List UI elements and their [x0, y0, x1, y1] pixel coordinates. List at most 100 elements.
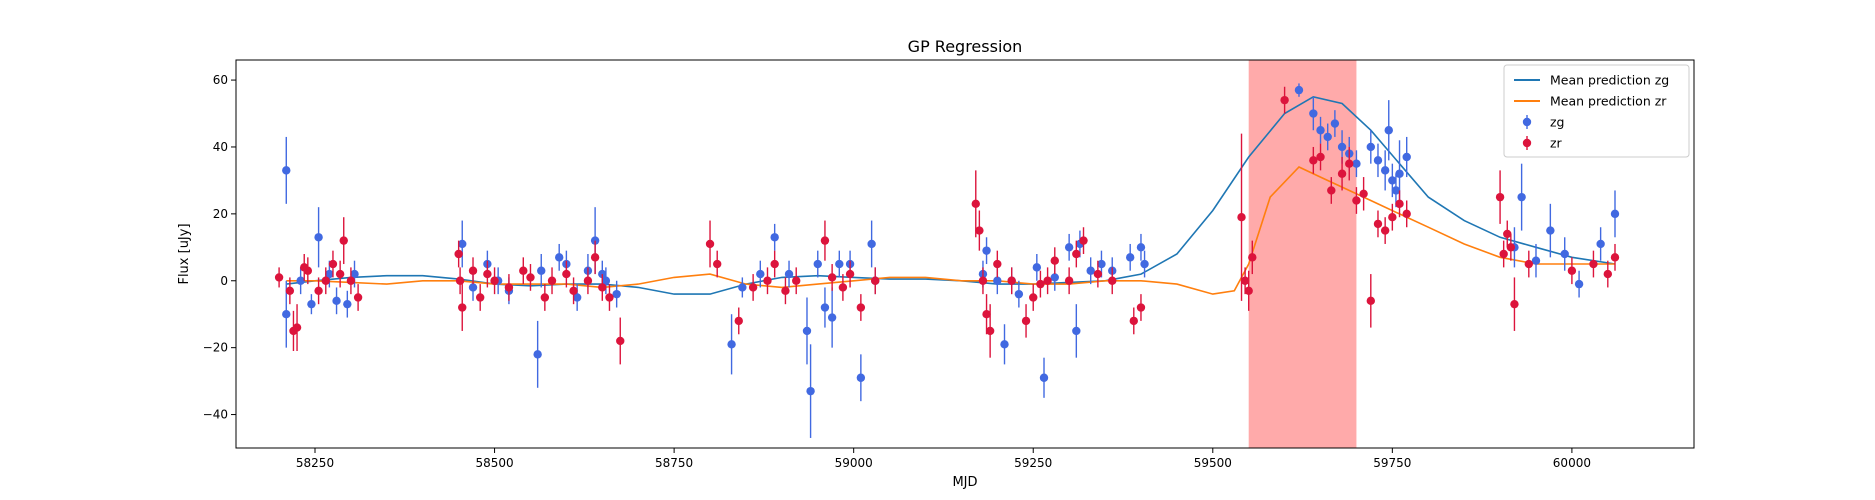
data-point [274, 273, 284, 282]
data-point [1373, 219, 1383, 229]
data-point [1366, 142, 1375, 152]
data-point [993, 259, 1002, 269]
data-point [978, 276, 988, 285]
data-point [1244, 286, 1253, 295]
data-point [1352, 159, 1361, 168]
data-point [296, 276, 305, 285]
legend-label: zr [1550, 136, 1563, 151]
highlight-region [1248, 60, 1357, 448]
data-point [1391, 186, 1401, 195]
data-point [526, 273, 535, 282]
data-point [475, 293, 485, 302]
data-point [1337, 169, 1347, 178]
data-point [1388, 176, 1397, 185]
data-point [806, 386, 815, 396]
data-point [1517, 192, 1526, 202]
data-point [1330, 119, 1340, 128]
data-point [590, 253, 600, 262]
chart-title: GP Regression [908, 37, 1023, 56]
data-point [601, 276, 611, 285]
data-point [748, 283, 758, 292]
data-point [1072, 326, 1081, 336]
y-tick-label: 60 [213, 73, 228, 87]
data-point [1021, 316, 1031, 326]
data-point [1093, 269, 1103, 279]
y-tick-label: −40 [203, 408, 228, 422]
data-point [738, 283, 747, 292]
data-point [321, 276, 330, 285]
data-point [1064, 243, 1074, 252]
data-point [1140, 259, 1149, 269]
data-point [820, 236, 830, 245]
data-point [490, 276, 499, 285]
data-point [1327, 186, 1336, 195]
x-tick-label: 59250 [1014, 456, 1052, 470]
data-point [1280, 95, 1289, 105]
data-point [285, 286, 295, 295]
x-tick-label: 58500 [475, 456, 513, 470]
data-point [756, 269, 765, 279]
data-point [1237, 213, 1246, 222]
data-point [562, 269, 571, 279]
data-point [468, 283, 478, 292]
data-point [1546, 226, 1555, 235]
data-point [335, 269, 345, 279]
data-point [612, 289, 621, 299]
data-point [1050, 273, 1059, 282]
data-point [713, 259, 722, 269]
data-point [1029, 293, 1038, 302]
data-point [820, 303, 830, 312]
data-point [1072, 249, 1081, 259]
data-point [1380, 226, 1390, 235]
data-point [1086, 266, 1095, 275]
data-point [1323, 132, 1332, 142]
data-point [616, 336, 625, 346]
data-point [1610, 209, 1620, 219]
data-point [540, 293, 550, 302]
data-point [353, 293, 363, 302]
data-point [1596, 239, 1605, 249]
data-point [792, 276, 801, 285]
plot-area [274, 60, 1620, 448]
data-point [1402, 209, 1411, 219]
data-point [1495, 192, 1505, 202]
data-point [1506, 243, 1516, 252]
data-point [458, 239, 467, 249]
legend-label: Mean prediction zr [1550, 94, 1667, 109]
data-point [1136, 303, 1146, 312]
data-point [598, 283, 607, 292]
plot-frame [235, 59, 1695, 449]
legend-label: zg [1550, 115, 1565, 130]
data-point [1064, 276, 1074, 285]
data-point [1129, 316, 1138, 326]
data-point [1366, 296, 1375, 306]
data-point [1316, 126, 1325, 135]
data-point [292, 323, 302, 332]
data-point [572, 293, 582, 302]
data-point [458, 303, 467, 312]
data-point [993, 276, 1002, 285]
data-point [1610, 253, 1620, 262]
y-tick-label: 0 [220, 274, 228, 288]
data-point [533, 350, 542, 359]
data-point [1352, 196, 1361, 205]
data-point [1125, 253, 1135, 262]
data-point [1097, 259, 1106, 269]
data-point [982, 246, 991, 255]
data-point [547, 276, 557, 285]
x-tick-label: 59750 [1373, 456, 1411, 470]
data-point [1316, 152, 1325, 162]
data-point [1039, 373, 1049, 382]
data-point [468, 266, 478, 275]
data-point [982, 310, 991, 319]
data-point [1036, 279, 1045, 289]
legend-label: Mean prediction zg [1550, 73, 1669, 88]
y-tick-label: 40 [213, 140, 228, 154]
data-point [555, 253, 564, 262]
data-point [734, 316, 743, 326]
data-point [763, 276, 772, 285]
data-point [1524, 259, 1534, 269]
data-point [325, 269, 334, 279]
data-point [343, 299, 352, 309]
